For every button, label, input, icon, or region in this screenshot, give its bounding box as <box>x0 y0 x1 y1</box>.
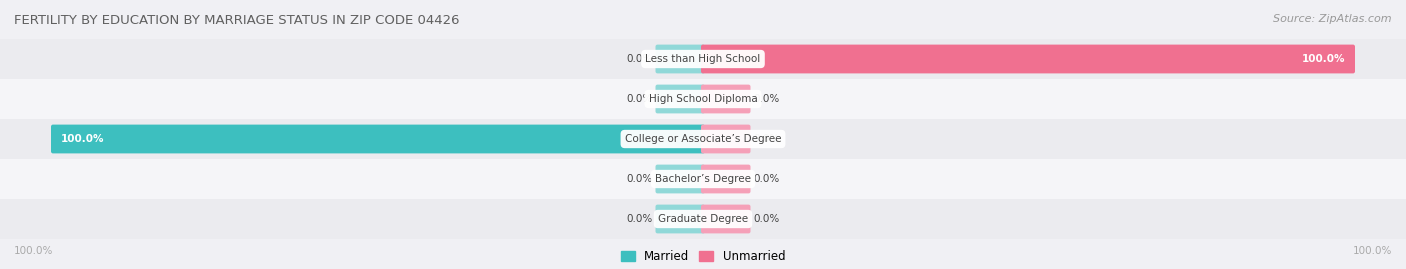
Text: High School Diploma: High School Diploma <box>648 94 758 104</box>
Bar <box>0 39 1406 79</box>
Text: 0.0%: 0.0% <box>754 94 780 104</box>
Text: Less than High School: Less than High School <box>645 54 761 64</box>
Text: 100.0%: 100.0% <box>1302 54 1346 64</box>
FancyBboxPatch shape <box>702 84 751 114</box>
Legend: Married, Unmarried: Married, Unmarried <box>620 250 786 263</box>
Text: 0.0%: 0.0% <box>754 174 780 184</box>
FancyBboxPatch shape <box>655 165 704 193</box>
Text: Bachelor’s Degree: Bachelor’s Degree <box>655 174 751 184</box>
FancyBboxPatch shape <box>655 84 704 114</box>
Text: College or Associate’s Degree: College or Associate’s Degree <box>624 134 782 144</box>
FancyBboxPatch shape <box>702 125 751 153</box>
FancyBboxPatch shape <box>702 165 751 193</box>
Text: 0.0%: 0.0% <box>626 214 652 224</box>
Text: Source: ZipAtlas.com: Source: ZipAtlas.com <box>1274 14 1392 24</box>
FancyBboxPatch shape <box>51 125 704 153</box>
FancyBboxPatch shape <box>702 205 751 233</box>
Text: 0.0%: 0.0% <box>754 214 780 224</box>
Text: 0.0%: 0.0% <box>626 54 652 64</box>
Bar <box>0 199 1406 239</box>
Text: 100.0%: 100.0% <box>60 134 104 144</box>
FancyBboxPatch shape <box>655 45 704 73</box>
Text: FERTILITY BY EDUCATION BY MARRIAGE STATUS IN ZIP CODE 04426: FERTILITY BY EDUCATION BY MARRIAGE STATU… <box>14 14 460 27</box>
Bar <box>0 119 1406 159</box>
FancyBboxPatch shape <box>702 45 1355 73</box>
Text: 0.0%: 0.0% <box>626 174 652 184</box>
Text: 100.0%: 100.0% <box>14 246 53 256</box>
Text: Graduate Degree: Graduate Degree <box>658 214 748 224</box>
FancyBboxPatch shape <box>655 205 704 233</box>
Bar <box>0 79 1406 119</box>
Text: 0.0%: 0.0% <box>626 94 652 104</box>
Bar <box>0 159 1406 199</box>
Text: 0.0%: 0.0% <box>754 134 780 144</box>
Text: 100.0%: 100.0% <box>1353 246 1392 256</box>
